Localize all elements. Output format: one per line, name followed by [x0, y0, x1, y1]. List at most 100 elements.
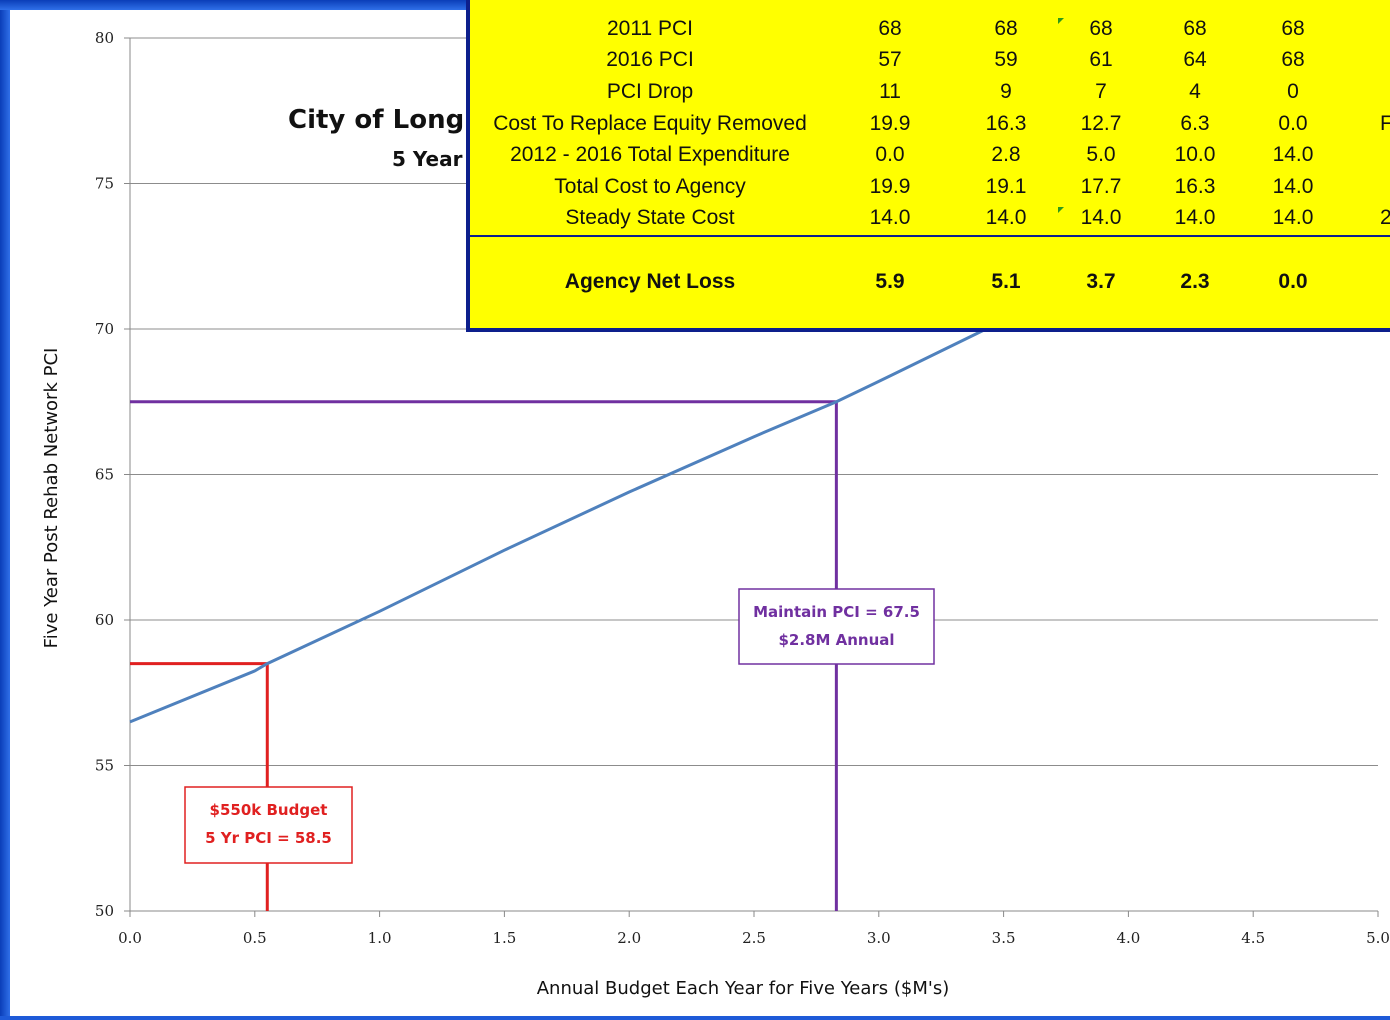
x-tick-label: 3.0: [867, 929, 891, 947]
table-cell: 68: [878, 17, 902, 40]
table-row: Total Cost to Agency 19.9 19.1 17.7 16.3 14.0: [470, 175, 1390, 205]
slide-border-left: [0, 0, 10, 1020]
x-tick-label: 5.0: [1366, 929, 1390, 947]
y-tick-labels: 50 55 60 65 70 75 80: [95, 29, 114, 920]
table-cell: 19.9: [869, 112, 911, 135]
table-row: 2016 PCI 57 59 61 64 68: [470, 48, 1390, 78]
cost-summary-table: 2011 PCI 68 68 68 68 68 2016 PCI 57 59 61 64 68 PCI …: [466, 0, 1390, 332]
chart-subtitle: 5 Year: [392, 147, 463, 171]
table-cell: 14.0: [1272, 143, 1314, 166]
table-cell: 16.3: [1174, 175, 1216, 198]
table-cell: 0.0: [875, 143, 905, 166]
table-row: 2011 PCI 68 68 68 68 68: [470, 17, 1390, 47]
table-row-label: Cost To Replace Equity Removed: [493, 112, 807, 135]
table-row-label: 2012 - 2016 Total Expenditure: [510, 143, 790, 166]
cell-comment-marker: [1058, 18, 1064, 24]
y-tick-label: 55: [95, 757, 114, 775]
table-cell: 68: [1281, 48, 1305, 71]
x-tick-label: 1.5: [492, 929, 516, 947]
table-cell: 6.3: [1180, 112, 1210, 135]
table-cell: 61: [1089, 48, 1113, 71]
cell-comment-marker: [1058, 207, 1064, 213]
table-cell: 14.0: [1080, 206, 1122, 229]
x-tick-label: 4.5: [1241, 929, 1265, 947]
table-cell-clipped: 2: [1380, 206, 1390, 230]
table-cell: 19.9: [869, 175, 911, 198]
table-cell: 59: [994, 48, 1018, 71]
annotation-callout: $550k Budget 5 Yr PCI = 58.5: [184, 786, 353, 864]
table-total-cell: 5.1: [991, 270, 1021, 293]
table-cell: 16.3: [985, 112, 1027, 135]
table-total-label: Agency Net Loss: [564, 270, 736, 293]
table-cell: 68: [1281, 17, 1305, 40]
annotation-box: [738, 588, 935, 665]
table-cell: 14.0: [985, 206, 1027, 229]
annotation-text: Maintain PCI = 67.5: [753, 603, 920, 621]
annotation-text: $2.8M Annual: [778, 631, 894, 649]
table-total-cell: 2.3: [1180, 270, 1210, 293]
table-cell: 57: [878, 48, 902, 71]
annotations: $550k Budget 5 Yr PCI = 58.5 Maintain PCI …: [184, 588, 935, 864]
table-total-cell: 0.0: [1278, 270, 1308, 293]
x-tick-label: 1.0: [368, 929, 392, 947]
annotation-text: $550k Budget: [210, 801, 328, 819]
x-tick-label: 3.5: [992, 929, 1016, 947]
y-tick-label: 65: [95, 466, 114, 484]
table-cell: 17.7: [1080, 175, 1122, 198]
table-row: 2012 - 2016 Total Expenditure 0.0 2.8 5.0 10…: [470, 143, 1390, 173]
x-tick-label: 0.0: [118, 929, 142, 947]
x-axis-title: Annual Budget Each Year for Five Years (…: [537, 978, 950, 999]
table-row-label: Total Cost to Agency: [554, 175, 746, 198]
table-cell-clipped: F: [1380, 112, 1390, 136]
table-total-row: Agency Net Loss 5.9 5.1 3.7 2.3 0.0: [470, 270, 1390, 300]
table-row: Steady State Cost 14.0 14.0 14.0 14.0 14.0 2: [470, 206, 1390, 236]
table-cell: 0.0: [1278, 112, 1308, 135]
x-tick-label: 0.5: [243, 929, 267, 947]
table-cell: 14.0: [1174, 206, 1216, 229]
chart-title: City of Long: [288, 105, 464, 135]
y-tick-label: 80: [95, 29, 114, 47]
table-cell: 64: [1183, 48, 1207, 71]
table-cell: 11: [879, 80, 901, 103]
table-divider: [470, 235, 1390, 237]
table-row: Cost To Replace Equity Removed 19.9 16.3 12…: [470, 112, 1390, 142]
table-cell: 9: [1000, 80, 1012, 103]
table-total-cell: 3.7: [1086, 270, 1116, 293]
y-tick-label: 50: [95, 902, 114, 920]
slide-border-bottom: [0, 1016, 1390, 1020]
table-cell: 14.0: [1272, 206, 1314, 229]
table-cell: 19.1: [985, 175, 1027, 198]
table-cell: 10.0: [1174, 143, 1216, 166]
table-cell: 68: [1183, 17, 1207, 40]
table-total-cell: 5.9: [875, 270, 905, 293]
x-tick-label: 2.0: [617, 929, 641, 947]
table-cell: 4: [1189, 80, 1201, 103]
table-cell: 14.0: [869, 206, 911, 229]
annotation-text: 5 Yr PCI = 58.5: [205, 829, 332, 847]
table-cell: 7: [1095, 80, 1107, 103]
y-axis-title: Five Year Post Rehab Network PCI: [41, 348, 62, 649]
y-tick-label: 60: [95, 611, 114, 629]
x-tick-label: 4.0: [1116, 929, 1140, 947]
series-line: [129, 327, 987, 724]
table-row-label: PCI Drop: [606, 80, 694, 103]
y-tick-label: 70: [95, 320, 114, 338]
axes: [129, 38, 1378, 912]
annotation-box: [184, 786, 353, 864]
x-tick-label: 2.5: [742, 929, 766, 947]
table-row-label: 2011 PCI: [607, 17, 693, 40]
table-cell: 68: [1089, 17, 1113, 40]
x-tick-labels: 0.0 0.5 1.0 1.5 2.0 2.5 3.0 3.5 4.0 4.5 5.0: [118, 929, 1390, 947]
table-cell: 5.0: [1086, 143, 1116, 166]
table-row: PCI Drop 11 9 7 4 0: [470, 80, 1390, 110]
table-cell: 68: [994, 17, 1018, 40]
table-row-label: 2016 PCI: [606, 48, 694, 71]
y-tick-label: 75: [95, 175, 114, 193]
table-row-label: Steady State Cost: [565, 206, 735, 229]
annotation-callout: Maintain PCI = 67.5 $2.8M Annual: [738, 588, 935, 665]
series: [129, 327, 987, 724]
table-cell: 2.8: [991, 143, 1021, 166]
table-cell: 0: [1287, 80, 1299, 103]
table-cell: 14.0: [1272, 175, 1314, 198]
